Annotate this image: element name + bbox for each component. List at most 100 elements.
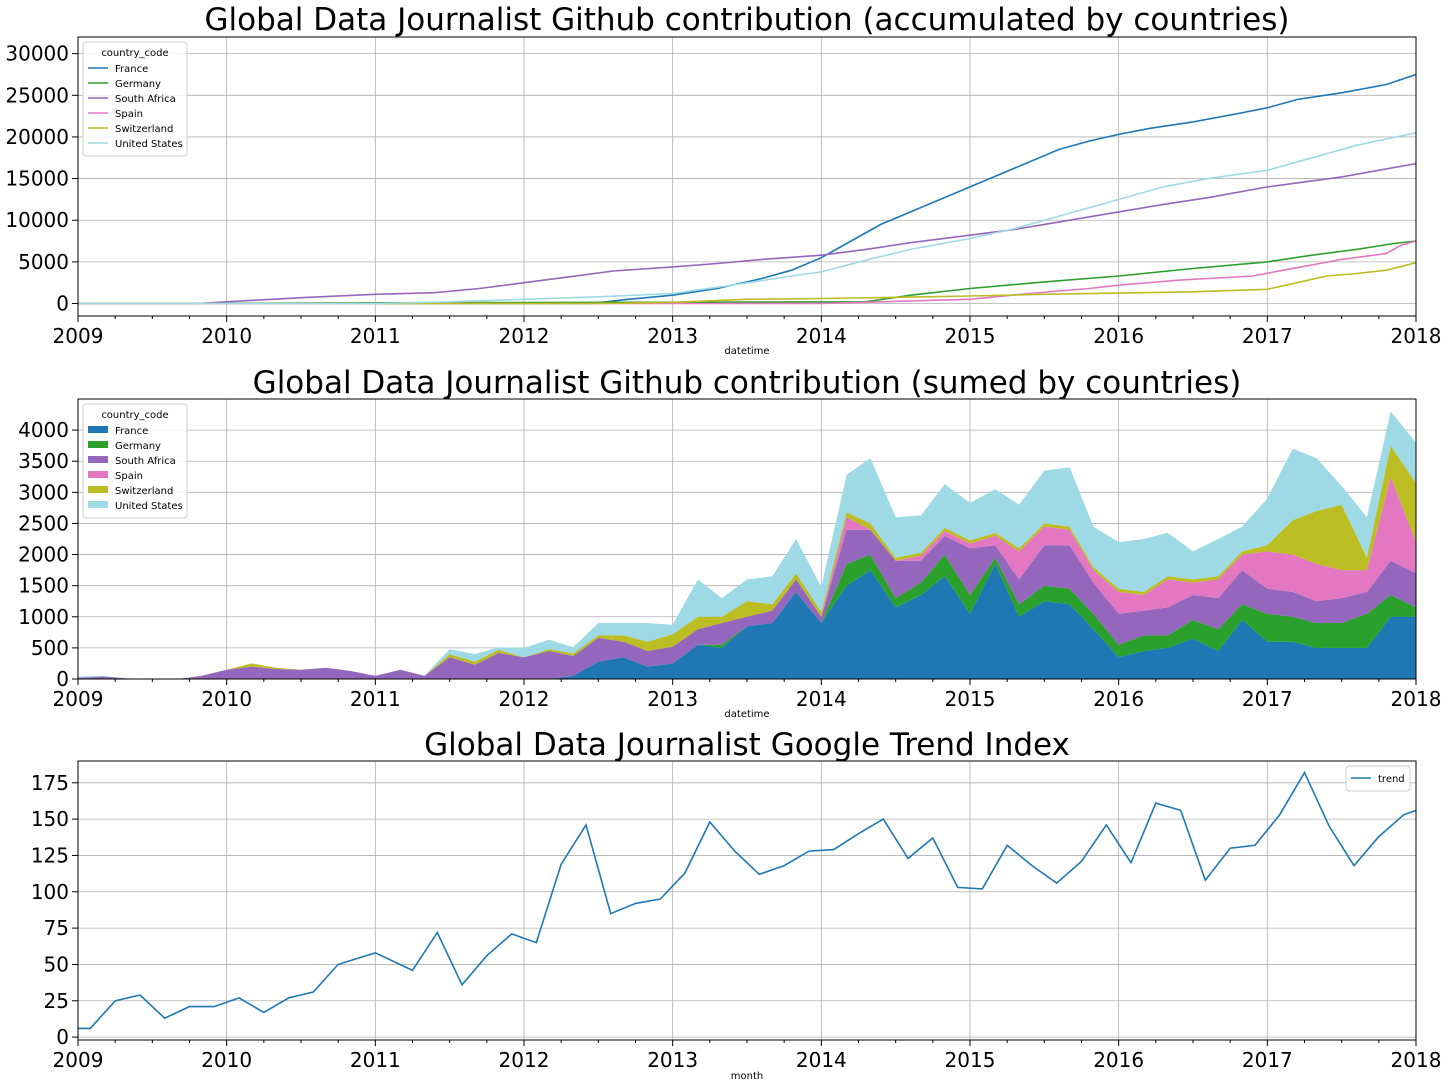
- y-tick-label: 75: [44, 916, 69, 940]
- x-tick-label: 2015: [945, 1048, 996, 1072]
- legend-label: Germany: [115, 441, 161, 452]
- y-tick-label: 20000: [5, 125, 69, 149]
- chart-panel-3: Global Data Journalist Google Trend Inde…: [31, 727, 1442, 1082]
- chart-title: Global Data Journalist Github contributi…: [205, 2, 1290, 38]
- line-series-switzerland: [78, 261, 1416, 305]
- y-tick-label: 2000: [18, 543, 69, 567]
- x-tick-label: 2009: [53, 1048, 104, 1072]
- y-tick-label: 0: [56, 292, 69, 316]
- legend-label: Spain: [115, 471, 143, 482]
- x-tick-label: 2009: [53, 687, 104, 711]
- legend-label: United States: [115, 139, 183, 150]
- legend: country_code France Germany South Africa Spa…: [82, 41, 188, 157]
- x-tick-label: 2016: [1093, 324, 1144, 348]
- plot-area: [78, 73, 1416, 305]
- x-tick-label: 2009: [53, 324, 104, 348]
- x-tick-label: 2014: [796, 1048, 847, 1072]
- line-series-united-states: [78, 132, 1416, 305]
- area-series-south-africa: [78, 529, 1416, 679]
- legend-title: country_code: [101, 410, 168, 421]
- chart-panel-2: Global Data Journalist Github contributi…: [18, 365, 1441, 720]
- x-tick-label: 2017: [1242, 687, 1293, 711]
- legend-swatch: [88, 441, 108, 448]
- y-tick-label: 5000: [18, 250, 69, 274]
- x-tick-label: 2018: [1391, 1048, 1442, 1072]
- chart-title: Global Data Journalist Google Trend Inde…: [424, 727, 1070, 763]
- x-tick-label: 2013: [647, 1048, 698, 1072]
- legend-box: [82, 403, 188, 519]
- y-tick-label: 0: [56, 1025, 69, 1049]
- y-tick-label: 2500: [18, 511, 69, 535]
- legend-label: Switzerland: [115, 486, 173, 497]
- y-tick-label: 1000: [18, 605, 69, 629]
- y-tick-label: 30000: [5, 42, 69, 66]
- y-tick-label: 3000: [18, 480, 69, 504]
- x-tick-label: 2013: [647, 324, 698, 348]
- x-tick-label: 2016: [1093, 687, 1144, 711]
- line-series-germany: [78, 240, 1416, 305]
- y-tick-label: 15000: [5, 167, 69, 191]
- x-tick-label: 2012: [499, 687, 550, 711]
- y-tick-label: 100: [31, 880, 69, 904]
- x-tick-label: 2014: [796, 324, 847, 348]
- x-axis-label: month: [731, 1071, 763, 1082]
- y-tick-label: 4000: [18, 418, 69, 442]
- y-tick-label: 50: [44, 952, 69, 976]
- axes-frame: [77, 36, 1417, 317]
- x-tick-label: 2017: [1242, 1048, 1293, 1072]
- x-tick-label: 2016: [1093, 1048, 1144, 1072]
- legend-swatch: [88, 426, 108, 433]
- x-tick-label: 2011: [350, 1048, 401, 1072]
- x-tick-label: 2012: [499, 1048, 550, 1072]
- x-axis-label: datetime: [724, 709, 769, 720]
- y-tick-label: 25: [44, 989, 69, 1013]
- x-tick-label: 2010: [201, 687, 252, 711]
- legend-swatch: [88, 486, 108, 493]
- line-series-france: [78, 73, 1416, 305]
- x-tick-label: 2015: [945, 687, 996, 711]
- legend-label: South Africa: [115, 94, 176, 105]
- line-series-trend: [78, 770, 1416, 1030]
- legend-box: [1345, 765, 1411, 792]
- axes-frame: [77, 760, 1417, 1041]
- legend-label: France: [115, 426, 148, 437]
- y-tick-label: 1500: [18, 574, 69, 598]
- line-series-south-africa: [78, 162, 1416, 305]
- legend: trend: [1345, 765, 1411, 792]
- legend-swatch: [88, 456, 108, 463]
- x-tick-label: 2018: [1391, 324, 1442, 348]
- x-tick-label: 2017: [1242, 324, 1293, 348]
- x-tick-label: 2011: [350, 324, 401, 348]
- plot-area: [78, 770, 1416, 1030]
- line-series-spain: [78, 240, 1416, 305]
- chart-panel-1: Global Data Journalist Github contributi…: [5, 2, 1441, 357]
- legend: country_code France Germany South Africa Spa…: [82, 403, 188, 519]
- x-axis-label: datetime: [724, 346, 769, 357]
- y-tick-label: 25000: [5, 83, 69, 107]
- legend-label: Spain: [115, 109, 143, 120]
- plot-area: [78, 411, 1416, 679]
- legend-label: Germany: [115, 79, 161, 90]
- legend-label: South Africa: [115, 456, 176, 467]
- x-tick-label: 2010: [201, 1048, 252, 1072]
- x-tick-label: 2018: [1391, 687, 1442, 711]
- x-tick-label: 2012: [499, 324, 550, 348]
- y-tick-label: 175: [31, 771, 69, 795]
- y-tick-label: 0: [56, 667, 69, 691]
- legend-label: United States: [115, 501, 183, 512]
- y-tick-label: 500: [31, 636, 69, 660]
- area-series-united-states: [78, 411, 1416, 679]
- x-tick-label: 2015: [945, 324, 996, 348]
- x-tick-label: 2010: [201, 324, 252, 348]
- x-tick-label: 2013: [647, 687, 698, 711]
- legend-swatch: [88, 471, 108, 478]
- legend-title: country_code: [101, 48, 168, 59]
- legend-label: Switzerland: [115, 124, 173, 135]
- legend-label: trend: [1378, 774, 1405, 785]
- x-tick-label: 2011: [350, 687, 401, 711]
- y-tick-label: 3500: [18, 449, 69, 473]
- x-tick-label: 2014: [796, 687, 847, 711]
- chart-title: Global Data Journalist Github contributi…: [253, 365, 1242, 401]
- y-tick-label: 125: [31, 843, 69, 867]
